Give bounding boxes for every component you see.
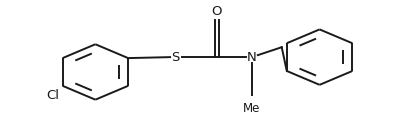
Text: Cl: Cl — [46, 89, 60, 102]
Text: N: N — [247, 51, 257, 64]
Text: S: S — [171, 51, 179, 64]
Text: Me: Me — [243, 102, 260, 115]
Text: O: O — [212, 5, 222, 18]
